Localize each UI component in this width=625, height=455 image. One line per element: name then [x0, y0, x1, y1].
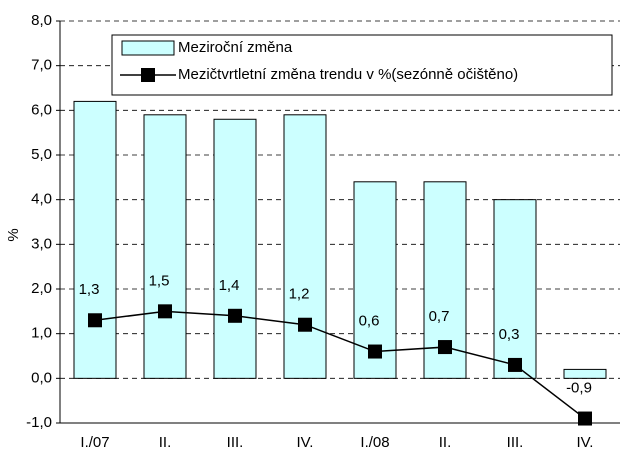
data-label: 0,3: [499, 326, 520, 343]
y-tick-label: 0,0: [31, 369, 52, 386]
data-label: 1,5: [149, 272, 170, 289]
point: [158, 304, 172, 319]
line: [94, 310, 586, 420]
x-tick-label: IV.: [297, 434, 314, 451]
y-tick-label: 8,0: [31, 12, 52, 29]
data-label: 0,7: [429, 308, 450, 325]
x-tick-label: I./08: [360, 434, 389, 451]
y-tick-label: 3,0: [31, 235, 52, 252]
y-tick-label: 2,0: [31, 280, 52, 297]
y-tick-label: 7,0: [31, 57, 52, 74]
bar: [213, 118, 257, 379]
legend-swatch: [121, 40, 175, 56]
y-tick-label: 5,0: [31, 146, 52, 163]
x-tick-label: III.: [507, 434, 524, 451]
point: [298, 317, 312, 332]
bar: [73, 100, 117, 379]
y-tick-label: 6,0: [31, 101, 52, 118]
x-tick-label: II.: [439, 434, 452, 451]
data-label: 0,6: [359, 313, 380, 330]
bar: [283, 114, 327, 379]
bar: [143, 114, 187, 379]
point: [438, 340, 452, 355]
point: [228, 308, 242, 323]
y-tick-label: -1,0: [26, 414, 52, 431]
data-label: 1,4: [219, 277, 240, 294]
legend-swatch: [141, 68, 155, 82]
legend-label: Meziroční změna: [178, 39, 293, 56]
x-tick-label: I./07: [80, 434, 109, 451]
bar: [563, 368, 607, 379]
x-tick-label: IV.: [577, 434, 594, 451]
data-label: 1,2: [289, 286, 310, 303]
legend-label: Mezičtvrtletní změna trendu v %(sezónně …: [178, 66, 518, 83]
data-label: -0,9: [566, 380, 592, 397]
data-label: 1,3: [79, 281, 100, 298]
point: [368, 344, 382, 359]
legend-box: [111, 34, 613, 96]
point: [88, 313, 102, 328]
x-tick-label: III.: [227, 434, 244, 451]
y-tick-label: 1,0: [31, 325, 52, 342]
y-axis-label: %: [5, 228, 22, 241]
bar: [493, 199, 537, 379]
point: [578, 411, 592, 426]
x-tick-label: II.: [159, 434, 172, 451]
y-tick-label: 4,0: [31, 191, 52, 208]
point: [508, 357, 522, 372]
